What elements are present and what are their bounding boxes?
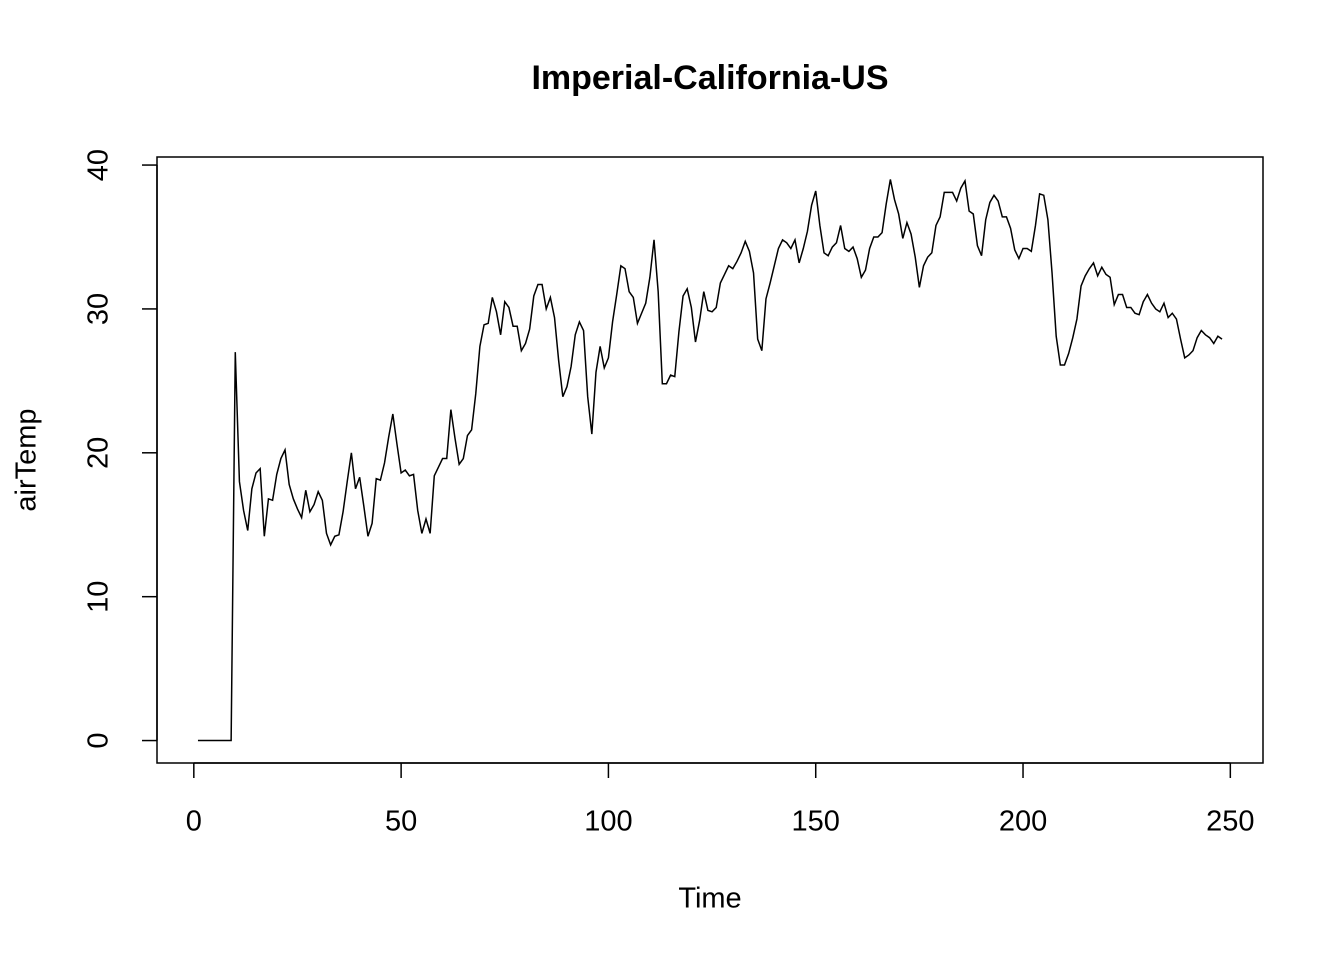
x-tick-label: 250 [1206,806,1254,838]
x-tick-label: 100 [584,806,632,838]
y-tick-label: 20 [83,437,115,469]
x-tick-label: 200 [999,806,1047,838]
y-axis-label: airTemp [11,408,43,511]
y-tick-label: 30 [83,293,115,325]
y-tick-label: 10 [83,581,115,613]
plot-box [156,156,1264,764]
x-tick-label: 50 [385,806,417,838]
x-tick-label: 0 [186,806,202,838]
y-tick-label: 40 [83,149,115,181]
y-tick-label: 0 [83,732,115,748]
x-axis-label: Time [678,883,741,915]
data-line [197,178,1223,742]
chart-title: Imperial-California-US [531,59,888,97]
x-tick-label: 150 [792,806,840,838]
